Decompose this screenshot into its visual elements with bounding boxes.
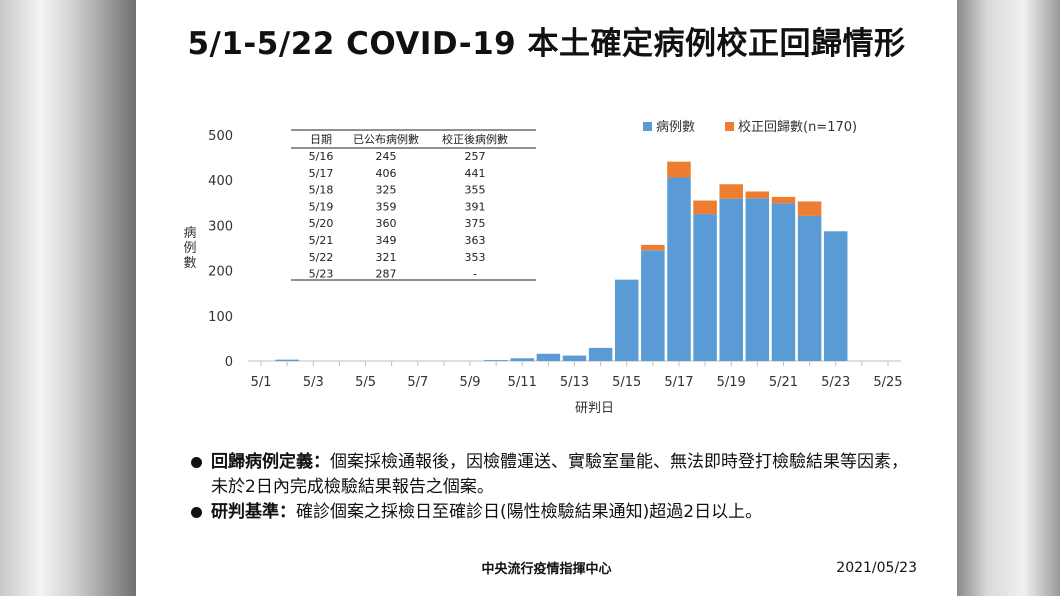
table-cell: 349	[376, 234, 397, 247]
legend-label: 校正回歸數(n=170)	[738, 119, 857, 135]
bar-case-count	[693, 214, 717, 361]
bar-case-count	[745, 198, 770, 361]
bullet-icon	[191, 457, 202, 468]
bar-case-count	[275, 359, 299, 361]
table-cell: 406	[376, 167, 397, 180]
table-cell: 325	[376, 184, 397, 197]
table-cell: 5/16	[309, 150, 334, 163]
note-term: 研判基準：	[211, 502, 296, 522]
bar-backlog-count	[667, 161, 691, 178]
bar-case-count	[484, 360, 508, 361]
footer-agency: 中央流行疫情指揮中心	[481, 562, 612, 577]
table-cell: 375	[465, 217, 486, 230]
bar-case-count	[536, 353, 561, 361]
table-cell: -	[473, 268, 477, 281]
bar-case-count	[641, 250, 665, 361]
table-header: 日期	[310, 133, 332, 146]
bar-case-count	[797, 215, 822, 361]
x-tick-label: 5/13	[560, 375, 589, 390]
bar-case-count	[562, 355, 587, 361]
bar-case-count	[719, 198, 743, 361]
x-tick-label: 5/25	[873, 375, 902, 390]
bar-backlog-count	[719, 184, 743, 199]
bar-case-count	[823, 231, 848, 361]
table-cell: 360	[376, 217, 397, 230]
bar-case-count	[588, 347, 613, 361]
note-term: 回歸病例定義：	[211, 452, 330, 472]
legend-swatch	[643, 122, 652, 131]
note-item: 研判基準：確診個案之採檢日至確診日(陽性檢驗結果通知)超過2日以上。	[191, 500, 911, 525]
x-tick-label: 5/23	[821, 375, 850, 390]
note-text: 確診個案之採檢日至確診日(陽性檢驗結果通知)超過2日以上。	[296, 502, 763, 522]
bullet-icon	[191, 507, 202, 518]
table-cell: 5/20	[309, 217, 334, 230]
background-left-edge	[0, 0, 136, 596]
plot-area: 0 100 200 300 400 500 病例數 5/1 5/3 5/5 5/7 5/9 5/11 5/…	[183, 119, 902, 416]
bar-backlog-count	[745, 191, 770, 199]
footer-date: 2021/05/23	[836, 560, 917, 576]
table-cell: 5/22	[309, 251, 334, 264]
table-cell: 363	[465, 234, 486, 247]
table-cell: 359	[376, 200, 397, 213]
y-tick-label: 200	[208, 265, 233, 280]
x-tick-label: 5/3	[303, 375, 324, 390]
x-tick-label: 5/5	[355, 375, 376, 390]
table-cell: 5/19	[309, 200, 334, 213]
notes: 回歸病例定義：個案採檢通報後，因檢體運送、實驗室量能、無法即時登打檢驗結果等因素…	[191, 450, 911, 525]
y-axis-label: 數	[183, 256, 196, 271]
background-right-edge	[957, 0, 1060, 596]
slide-title: 5/1-5/22 COVID-19 本土確定病例校正回歸情形	[187, 26, 906, 62]
table-cell: 353	[465, 251, 486, 264]
table-cell: 245	[376, 150, 397, 163]
x-tick-label: 5/7	[407, 375, 428, 390]
table-cell: 5/23	[309, 268, 334, 281]
table-cell: 391	[465, 200, 486, 213]
table-header: 已公布病例數	[353, 132, 419, 146]
bar-case-count	[510, 358, 535, 361]
x-tick-label: 5/11	[508, 375, 537, 390]
table-cell: 355	[465, 184, 486, 197]
bar-backlog-count	[641, 244, 665, 251]
x-tick-label: 5/15	[612, 375, 641, 390]
bar-backlog-count	[771, 196, 796, 204]
bar-backlog-count	[693, 200, 717, 215]
y-axis-label: 病	[183, 226, 196, 241]
y-tick-label: 100	[208, 310, 233, 325]
y-tick-label: 300	[208, 219, 233, 234]
legend-swatch	[725, 122, 734, 131]
x-tick-label: 5/1	[251, 375, 272, 390]
table-cell: 257	[465, 150, 486, 163]
bar-case-count	[667, 177, 691, 361]
y-tick-label: 0	[225, 355, 233, 370]
x-tick-label: 5/19	[717, 375, 746, 390]
y-tick-label: 500	[208, 129, 233, 144]
legend-label: 病例數	[656, 120, 695, 135]
x-axis-label: 研判日	[575, 401, 614, 416]
table-cell: 5/17	[309, 167, 334, 180]
x-tick-label: 5/9	[460, 375, 481, 390]
table-cell: 441	[465, 167, 486, 180]
bar-backlog-count	[797, 201, 822, 216]
chart: 0 100 200 300 400 500 病例數 5/1 5/3 5/5 5/7 5/9 5/11 5/…	[183, 119, 902, 416]
note-text: 個案採檢通報後，因檢體運送、實驗室量能、無法即時登打檢驗結果等因素，未於2日內完…	[211, 452, 908, 497]
bar-case-count	[614, 279, 639, 361]
table-cell: 287	[376, 268, 397, 281]
table-header: 校正後病例數	[442, 132, 508, 146]
bar-case-count	[771, 203, 796, 361]
x-tick-label: 5/17	[664, 375, 693, 390]
slide: 5/1-5/22 COVID-19 本土確定病例校正回歸情形 0 100 200 30…	[136, 0, 957, 596]
y-tick-label: 400	[208, 174, 233, 189]
table-cell: 5/21	[309, 234, 334, 247]
y-axis-label: 例	[183, 241, 196, 256]
table-cell: 5/18	[309, 184, 334, 197]
x-tick-label: 5/21	[769, 375, 798, 390]
table-cell: 321	[376, 251, 397, 264]
note-item: 回歸病例定義：個案採檢通報後，因檢體運送、實驗室量能、無法即時登打檢驗結果等因素…	[191, 450, 911, 500]
